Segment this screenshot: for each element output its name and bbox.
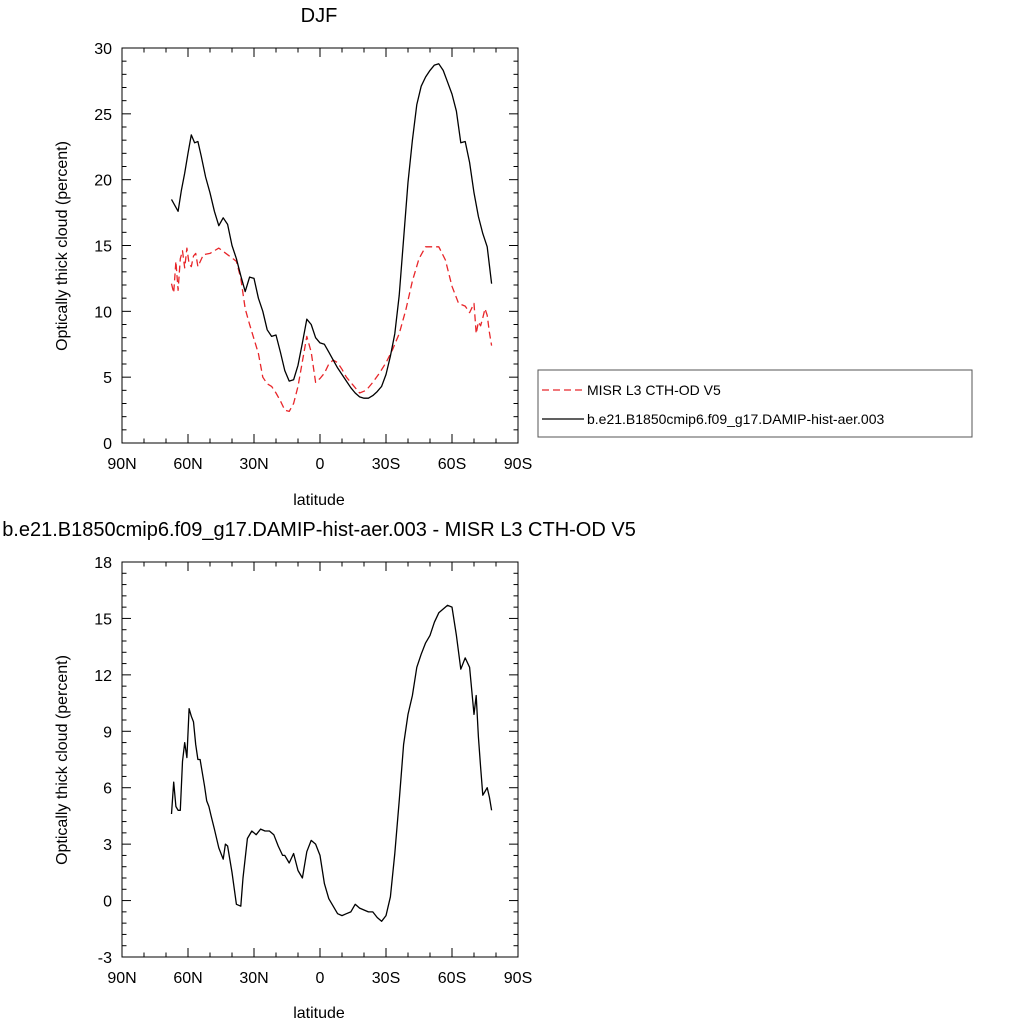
x-tick-label: 60N xyxy=(173,970,202,987)
x-tick-label: 60N xyxy=(173,456,202,473)
top-plot-frame xyxy=(121,47,519,444)
series-line-model xyxy=(170,63,493,399)
legend-box xyxy=(537,369,973,438)
x-tick-label: 90N xyxy=(107,456,136,473)
y-tick-label: 0 xyxy=(103,894,112,911)
legend: MISR L3 CTH-OD V5 b.e21.B1850cmip6.f09_g… xyxy=(537,369,973,438)
y-tick-label: 9 xyxy=(103,724,112,741)
y-tick-label: 25 xyxy=(94,107,112,124)
top-ticks: 90N 60N 30N 0 30S 60S 90S 0 5 10 15 20 25 30 xyxy=(94,41,532,473)
y-tick-label: 15 xyxy=(94,239,112,256)
x-tick-label: 90S xyxy=(504,456,532,473)
bottom-x-axis-label: latitude xyxy=(293,1005,345,1022)
y-tick-label: 6 xyxy=(103,781,112,798)
y-tick-label: 5 xyxy=(103,370,112,387)
x-tick-label: 60S xyxy=(438,456,466,473)
y-tick-label: 3 xyxy=(103,837,112,854)
legend-entry-misr: MISR L3 CTH-OD V5 xyxy=(587,382,721,398)
x-tick-label: 30N xyxy=(239,970,268,987)
top-y-axis-label: Optically thick cloud (percent) xyxy=(54,141,71,351)
x-tick-label: 30S xyxy=(372,456,400,473)
y-tick-label: 15 xyxy=(94,611,112,628)
series-line-difference xyxy=(170,604,493,922)
y-tick-label: 18 xyxy=(94,555,112,572)
legend-entry-model: b.e21.B1850cmip6.f09_g17.DAMIP-hist-aer.… xyxy=(587,411,885,427)
top-series-lines xyxy=(170,63,493,413)
x-tick-label: 0 xyxy=(316,456,325,473)
x-tick-label: 0 xyxy=(316,970,325,987)
series-line-misr xyxy=(170,246,493,413)
y-tick-label: 0 xyxy=(103,436,112,453)
bottom-panel: b.e21.B1850cmip6.f09_g17.DAMIP-hist-aer.… xyxy=(2,519,636,1022)
bottom-panel-title: b.e21.B1850cmip6.f09_g17.DAMIP-hist-aer.… xyxy=(2,519,636,541)
bottom-plot-frame xyxy=(121,561,519,958)
x-tick-label: 30N xyxy=(239,456,268,473)
x-tick-label: 90S xyxy=(504,970,532,987)
y-tick-label: -3 xyxy=(98,950,112,967)
bottom-ticks: 90N 60N 30N 0 30S 60S 90S -3 0 3 6 9 12 15 18 xyxy=(94,555,532,987)
top-panel: DJF 90N 60N 30N 0 30S 60S 90S 0 5 10 15 20 25 30 lati… xyxy=(54,5,532,509)
top-x-axis-label: latitude xyxy=(293,492,345,509)
x-tick-label: 60S xyxy=(438,970,466,987)
y-tick-label: 10 xyxy=(94,304,112,321)
y-tick-label: 20 xyxy=(94,173,112,190)
x-tick-label: 90N xyxy=(107,970,136,987)
y-tick-label: 12 xyxy=(94,668,112,685)
bottom-series-lines xyxy=(170,604,493,922)
top-panel-title: DJF xyxy=(301,5,338,27)
x-tick-label: 30S xyxy=(372,970,400,987)
y-tick-label: 30 xyxy=(94,41,112,58)
bottom-y-axis-label: Optically thick cloud (percent) xyxy=(54,655,71,865)
